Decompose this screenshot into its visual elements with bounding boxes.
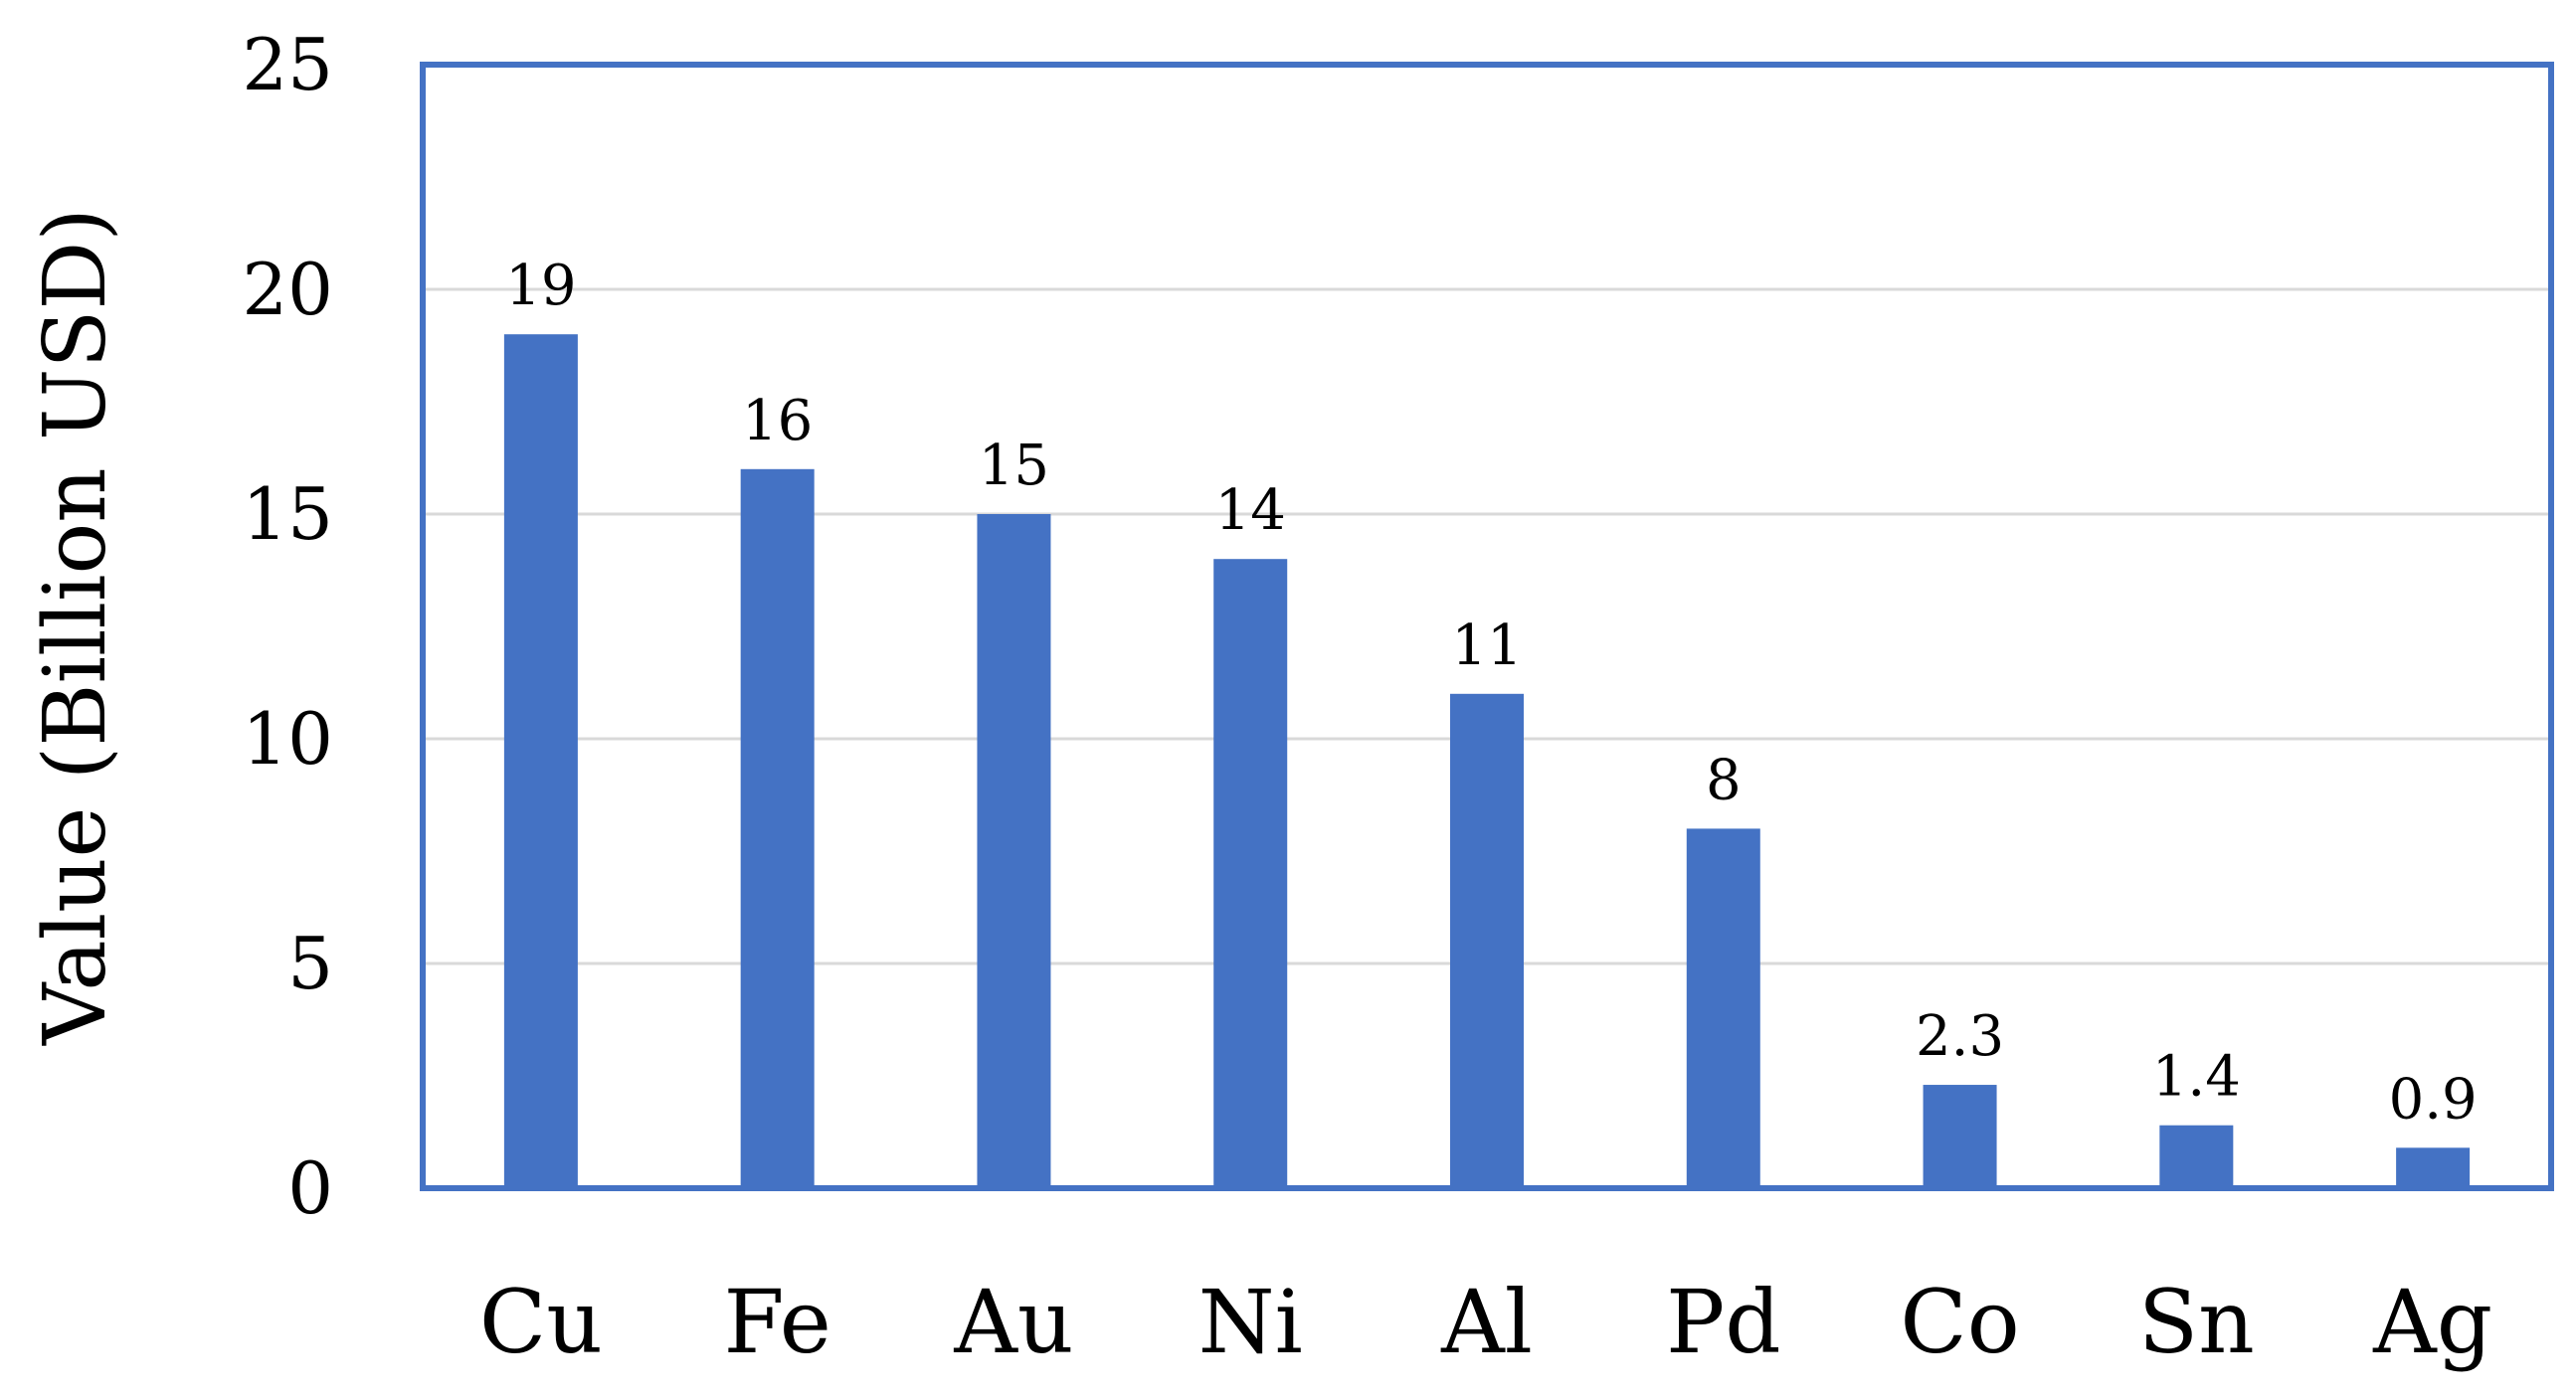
data-label-au: 15 [979, 434, 1049, 498]
data-label-co: 2.3 [1916, 1004, 2004, 1069]
x-tick-label-co: Co [1900, 1271, 2019, 1373]
bars [503, 334, 2471, 1188]
y-tick-label: 0 [287, 1146, 333, 1230]
x-tick-label-au: Au [953, 1271, 1073, 1373]
data-label-ni: 14 [1215, 478, 1286, 543]
bar-fe [740, 468, 815, 1188]
x-axis-ticks: Cu Fe Au Ni Al Pd Co Sn Ag [479, 1271, 2492, 1373]
bar-ag [2396, 1147, 2471, 1188]
data-labels: 19 16 15 14 11 8 2.3 1.4 0.9 [505, 254, 2477, 1132]
y-tick-label: 15 [242, 472, 333, 556]
bar-co [1923, 1085, 1997, 1188]
plot-area-frame [420, 62, 2554, 1191]
data-label-fe: 16 [742, 389, 813, 453]
x-tick-label-ni: Ni [1198, 1271, 1303, 1373]
y-axis-ticks: 0 5 10 15 20 25 [242, 23, 333, 1230]
x-tick-label-cu: Cu [479, 1271, 603, 1373]
x-tick-label-ag: Ag [2372, 1271, 2492, 1373]
y-tick-label: 5 [287, 922, 333, 1005]
x-tick-label-al: Al [1440, 1271, 1533, 1373]
bar-al [1450, 693, 1524, 1188]
bar-cu [503, 334, 578, 1188]
y-tick-label: 20 [242, 248, 333, 331]
data-label-pd: 8 [1706, 748, 1742, 812]
data-label-sn: 1.4 [2152, 1045, 2241, 1110]
y-axis-label: Value (Billion USD) [26, 208, 125, 1046]
x-tick-label-pd: Pd [1666, 1271, 1781, 1373]
bar-ni [1213, 559, 1288, 1188]
data-label-al: 11 [1451, 613, 1522, 678]
bar-pd [1686, 828, 1760, 1188]
y-tick-label: 25 [242, 23, 333, 106]
bar-sn [2159, 1125, 2234, 1188]
x-tick-label-sn: Sn [2138, 1271, 2255, 1373]
data-label-cu: 19 [505, 254, 576, 318]
data-label-ag: 0.9 [2389, 1067, 2478, 1132]
bar-au [977, 514, 1051, 1188]
x-tick-label-fe: Fe [724, 1271, 831, 1373]
y-tick-label: 10 [242, 697, 333, 781]
